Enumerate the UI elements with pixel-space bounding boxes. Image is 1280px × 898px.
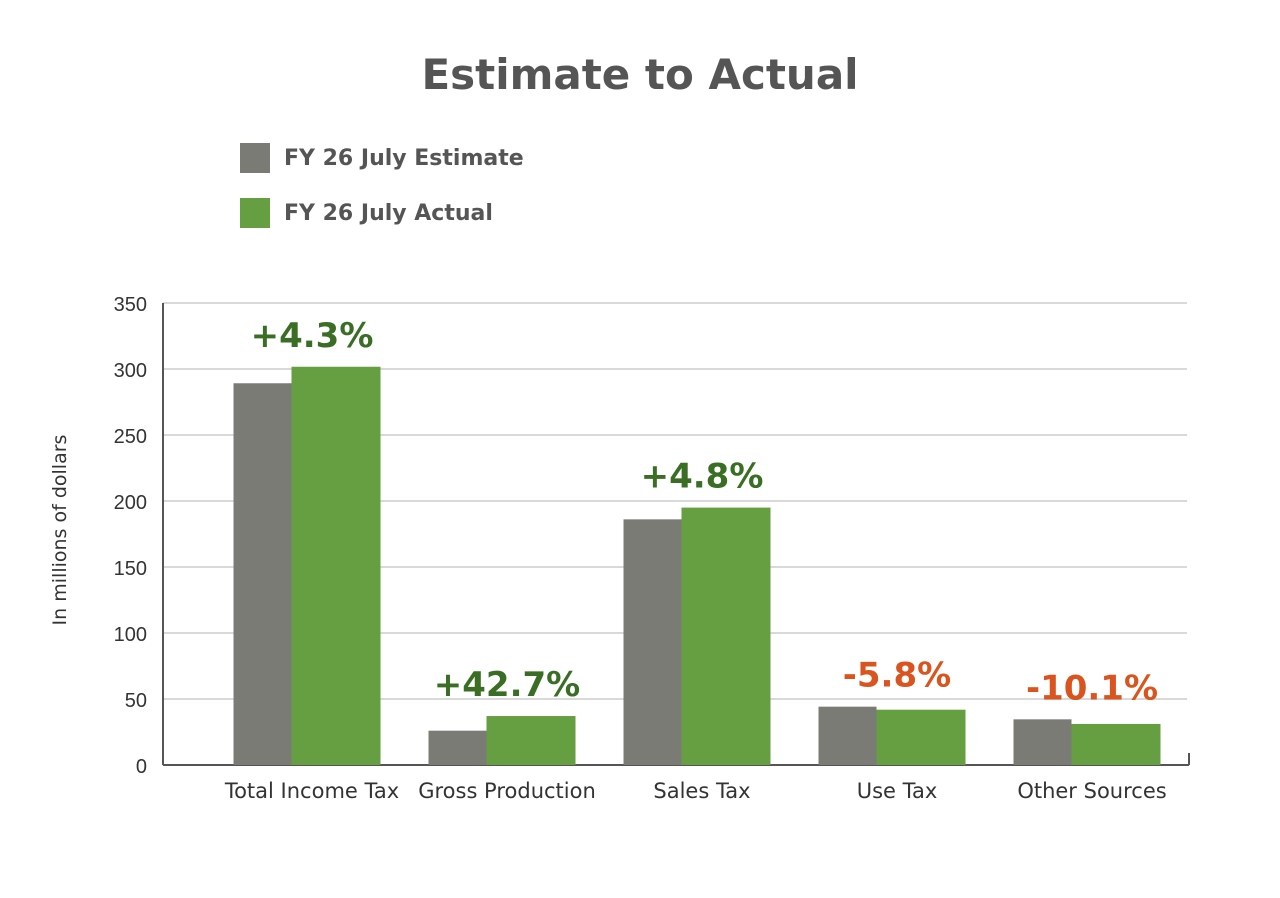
bar-estimate [818, 706, 877, 765]
x-tick-label: Gross Production [418, 779, 596, 803]
data-label: +4.8% [641, 457, 764, 497]
data-label: +4.3% [251, 316, 374, 356]
y-tick-label: 300 [114, 360, 147, 382]
y-tick-label: 250 [114, 426, 147, 448]
legend-item-actual: FY 26 July Actual [240, 198, 493, 228]
x-tick-label: Sales Tax [653, 779, 750, 803]
data-label: -10.1% [1026, 668, 1158, 708]
bar-actual [681, 507, 771, 765]
x-tick-label: Total Income Tax [224, 779, 399, 803]
y-tick-label: 150 [114, 558, 147, 580]
bar-actual [876, 709, 966, 765]
x-tick-label: Other Sources [1017, 779, 1166, 803]
y-tick-label: 350 [114, 294, 147, 316]
y-tick-label: 0 [136, 756, 147, 778]
y-axis-label: In millions of dollars [49, 435, 71, 626]
legend-item-estimate: FY 26 July Estimate [240, 143, 524, 173]
bar-actual [291, 366, 381, 765]
bar-actual [486, 716, 576, 765]
bar-estimate [1013, 719, 1072, 765]
legend-swatch-estimate [240, 143, 270, 173]
legend-swatch-actual [240, 198, 270, 228]
bar-estimate [233, 383, 292, 765]
y-tick-label: 50 [125, 690, 147, 712]
chart-title: Estimate to Actual [421, 50, 859, 99]
legend-label-estimate: FY 26 July Estimate [284, 145, 524, 171]
y-tick-label: 100 [114, 624, 147, 646]
x-tick-label: Use Tax [857, 779, 938, 803]
bar-actual [1071, 723, 1161, 765]
legend-label-actual: FY 26 July Actual [284, 200, 493, 226]
data-label: +42.7% [434, 665, 580, 705]
y-tick-label: 200 [114, 492, 147, 514]
data-label: -5.8% [843, 656, 951, 696]
bar-estimate [428, 730, 487, 765]
bar-estimate [623, 519, 682, 765]
